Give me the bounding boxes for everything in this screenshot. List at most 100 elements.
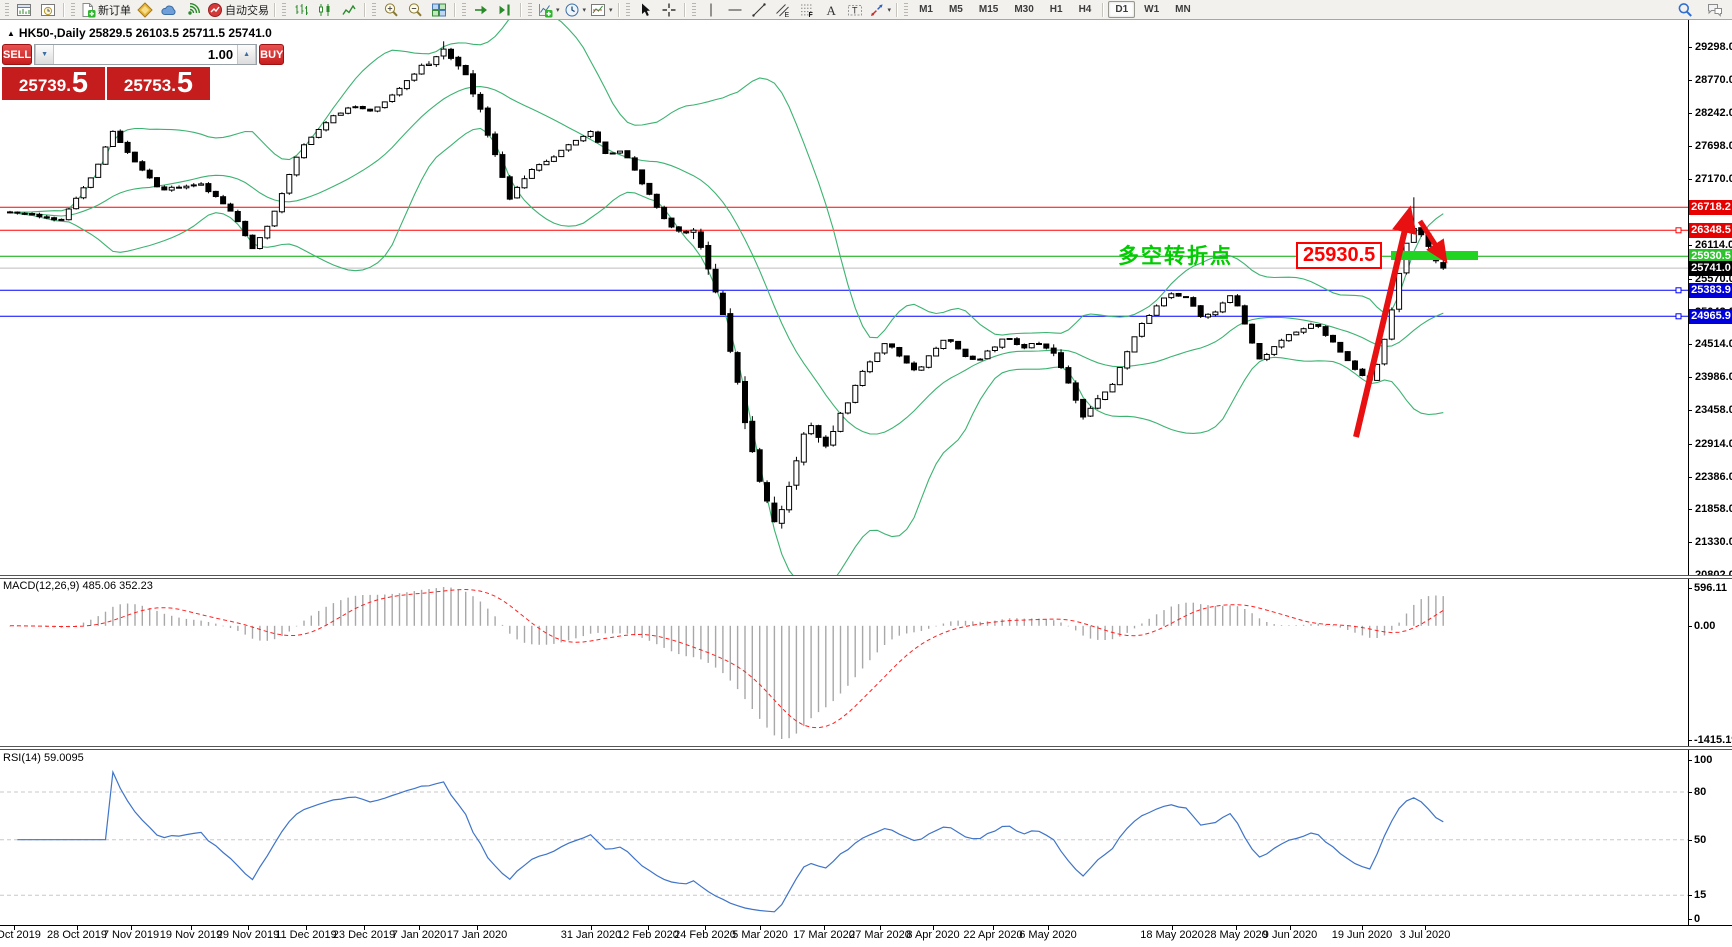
- axis-tick: [1688, 113, 1692, 114]
- pane-separator[interactable]: [0, 746, 1732, 750]
- arrows-button[interactable]: ▾: [867, 1, 894, 19]
- toolbar-separator: [364, 2, 366, 17]
- axis-tick: [1688, 47, 1692, 48]
- line-anchor-handle[interactable]: [1675, 287, 1682, 294]
- trend-arrow-up[interactable]: [1353, 205, 1417, 438]
- bar-chart-button[interactable]: [289, 1, 313, 19]
- horizontal-line-button[interactable]: [723, 1, 747, 19]
- signals-button[interactable]: [181, 1, 205, 19]
- dropdown-caret-icon: ▾: [556, 6, 560, 14]
- search-button[interactable]: [1673, 1, 1697, 19]
- new-order-button[interactable]: 新订单: [78, 1, 133, 19]
- macd-indicator-label: MACD(12,26,9) 485.06 352.23: [3, 580, 153, 592]
- zoom-out-button[interactable]: [403, 1, 427, 19]
- chart-symbol-icon: ▲: [7, 28, 15, 38]
- line-chart-button[interactable]: [337, 1, 361, 19]
- timeframe-button-m1[interactable]: M1: [919, 4, 933, 15]
- turning-point-annotation[interactable]: 多空转折点: [1118, 245, 1233, 268]
- main-chart-canvas[interactable]: [0, 9, 1688, 587]
- templates-button[interactable]: ▾: [588, 1, 615, 19]
- chart-shift-button[interactable]: [493, 1, 517, 19]
- tile-windows-button[interactable]: [427, 1, 451, 19]
- macd-histogram: [9, 587, 1444, 739]
- volume-decrease-button[interactable]: ▼: [35, 45, 55, 64]
- date-axis-tick: [1048, 926, 1049, 930]
- date-axis-label: 12 Feb 2020: [617, 929, 679, 941]
- timeframe-button-d1[interactable]: D1: [1108, 1, 1136, 18]
- macd-pane-canvas[interactable]: [0, 579, 1688, 746]
- sell-price[interactable]: 25739. 5: [2, 67, 105, 100]
- toolbar-grip: [5, 3, 9, 16]
- sell-button[interactable]: SELL: [2, 44, 33, 65]
- cursor-button[interactable]: [633, 1, 657, 19]
- profiles-button[interactable]: [36, 1, 60, 19]
- timeframe-button-h1[interactable]: H1: [1049, 4, 1063, 15]
- periods-button[interactable]: ▾: [562, 1, 589, 19]
- volume-input[interactable]: [54, 45, 238, 64]
- bollinger-bands: [9, 9, 1444, 587]
- zoom-in-button[interactable]: [379, 1, 403, 19]
- candlestick-series: [7, 41, 1447, 529]
- date-axis-line: [0, 925, 1732, 926]
- equidistant-channel-button[interactable]: E: [771, 1, 795, 19]
- tile-windows-icon: [432, 3, 446, 16]
- new-chart-button[interactable]: [12, 1, 36, 19]
- rsi-pane-canvas[interactable]: [0, 750, 1688, 925]
- pane-separator[interactable]: [0, 575, 1732, 579]
- price-axis-label: 25570.0: [1695, 273, 1732, 285]
- toolbar-separator: [63, 2, 65, 17]
- vertical-line-button[interactable]: [699, 1, 723, 19]
- date-axis-label: 28 May 2020: [1204, 929, 1268, 941]
- date-axis-tick: [705, 926, 706, 930]
- timeframe-button-m30[interactable]: M30: [1014, 4, 1034, 15]
- price-axis-label: 27170.0: [1695, 173, 1732, 185]
- price-level-badge: 24965.9: [1689, 309, 1732, 324]
- label-button[interactable]: T: [843, 1, 867, 19]
- autotrading-button[interactable]: 自动交易: [205, 1, 271, 19]
- chat-button[interactable]: [1703, 1, 1727, 19]
- text-button[interactable]: A: [819, 1, 843, 19]
- date-axis-label: 29 Nov 2019: [216, 929, 280, 941]
- new-order-button-label: 新订单: [98, 4, 131, 17]
- trendline-button[interactable]: [747, 1, 771, 19]
- highlight-band[interactable]: [1391, 251, 1478, 260]
- date-axis-label: 24 Feb 2020: [674, 929, 736, 941]
- buy-button[interactable]: BUY: [259, 44, 285, 65]
- date-axis-label: 8 Apr 2020: [906, 929, 960, 941]
- timeframe-button-h4[interactable]: H4: [1078, 4, 1092, 15]
- rsi-axis-label: 100: [1694, 754, 1713, 767]
- buy-price[interactable]: 25753. 5: [107, 67, 210, 100]
- line-anchor-handle[interactable]: [1675, 227, 1682, 234]
- timeframe-button-m15[interactable]: M15: [978, 4, 999, 15]
- cursor-icon: [641, 3, 650, 16]
- price-axis-label: 21330.0: [1695, 536, 1732, 548]
- profiles-icon: [41, 3, 55, 16]
- price-axis-label: 22914.0: [1695, 438, 1732, 450]
- axis-tick: [1688, 919, 1692, 920]
- macd-signal-line: [10, 588, 1444, 729]
- auto-scroll-icon: [475, 5, 487, 14]
- price-level-badge: 26718.2: [1689, 200, 1732, 215]
- indicators-button[interactable]: ▾: [535, 1, 562, 19]
- date-axis-label: 9 Jun 2020: [1262, 929, 1318, 941]
- level-price-annotation[interactable]: 25930.5: [1296, 242, 1383, 269]
- timeframe-button-mn[interactable]: MN: [1175, 4, 1191, 15]
- line-anchor-handle[interactable]: [1675, 313, 1682, 320]
- zoom-in-icon: [384, 2, 398, 16]
- timeframe-button-m5[interactable]: M5: [948, 4, 963, 15]
- community-button[interactable]: [157, 1, 181, 19]
- metaeditor-button[interactable]: [133, 1, 157, 19]
- date-axis-tick: [993, 926, 994, 930]
- date-axis-label: 22 Apr 2020: [963, 929, 1023, 941]
- axis-tick: [1688, 410, 1692, 411]
- trend-arrow-down[interactable]: [1417, 219, 1448, 264]
- price-axis-label: 28770.0: [1695, 74, 1732, 86]
- crosshair-button[interactable]: [657, 1, 681, 19]
- auto-scroll-button[interactable]: [469, 1, 493, 19]
- metaeditor-icon: [137, 1, 153, 18]
- volume-increase-button[interactable]: ▲: [237, 45, 257, 64]
- candlestick-chart-button[interactable]: [313, 1, 337, 19]
- timeframe-button-w1[interactable]: W1: [1144, 4, 1160, 15]
- date-axis-tick: [1236, 926, 1237, 930]
- fibonacci-button[interactable]: F: [795, 1, 819, 19]
